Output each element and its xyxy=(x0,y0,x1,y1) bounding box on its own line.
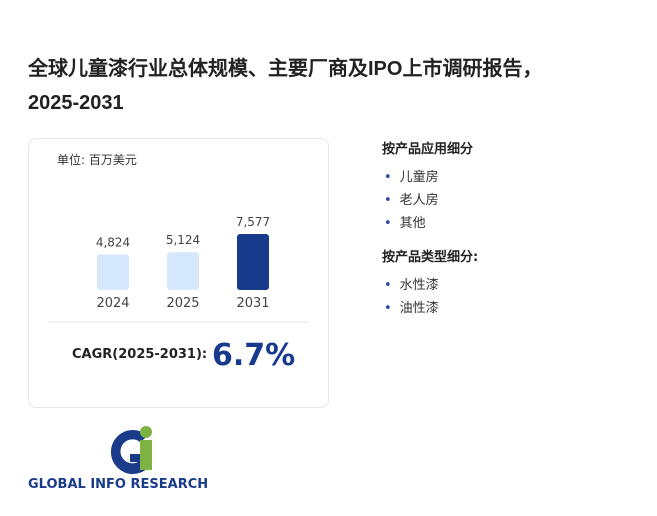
bar xyxy=(97,254,129,290)
card xyxy=(28,138,329,408)
logo-dot xyxy=(140,426,152,438)
title-line: 2025-2031 xyxy=(28,92,124,114)
x-tick-label: 2024 xyxy=(96,296,129,311)
segment-item: 水性漆 xyxy=(384,277,478,294)
segment-item: 儿童房 xyxy=(384,169,478,186)
segment-item: 其他 xyxy=(384,215,478,232)
unit-label: 单位: 百万美元 xyxy=(57,152,137,167)
value-label: 7,577 xyxy=(236,215,270,229)
bar xyxy=(237,234,269,290)
value-label: 4,824 xyxy=(96,235,130,249)
title-line: 全球儿童漆行业总体规模、主要厂商及IPO上市调研报告， xyxy=(28,58,543,80)
segments: 按产品应用细分儿童房老人房其他按产品类型细分: 水性漆油性漆 xyxy=(382,138,478,323)
segment-heading: 按产品应用细分 xyxy=(382,142,474,157)
logo-g xyxy=(110,430,148,475)
logo-i xyxy=(140,440,152,470)
logo-text: GLOBAL INFO RESEARCH xyxy=(28,477,208,492)
bar xyxy=(167,252,199,290)
cagr-value: 6.7% xyxy=(212,338,295,373)
cagr-label: CAGR(2025-2031): xyxy=(72,347,207,362)
segment-heading: 按产品类型细分: xyxy=(382,250,479,265)
value-label: 5,124 xyxy=(166,233,200,247)
segment-item: 油性漆 xyxy=(384,300,478,317)
title: 全球儿童漆行业总体规模、主要厂商及IPO上市调研报告， 2025-2031 xyxy=(28,52,542,120)
segment-item: 老人房 xyxy=(384,192,478,209)
x-tick-label: 2031 xyxy=(236,296,269,311)
x-tick-label: 2025 xyxy=(166,296,199,311)
logo: GLOBAL INFO RESEARCH xyxy=(28,426,208,492)
